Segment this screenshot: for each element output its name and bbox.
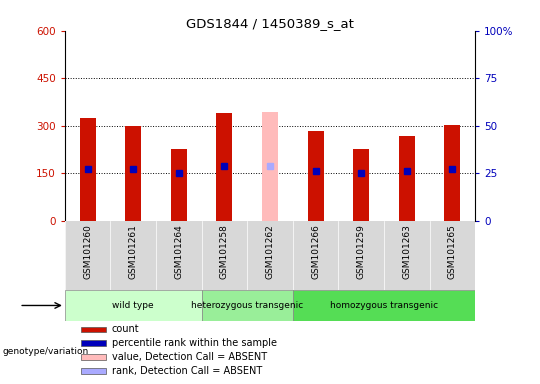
Bar (81, 368, 106, 374)
Bar (353, 149, 369, 221)
Text: rank, Detection Call = ABSENT: rank, Detection Call = ABSENT (112, 366, 262, 376)
Bar (81, 326, 106, 332)
Text: genotype/variation: genotype/variation (3, 347, 89, 356)
Title: GDS1844 / 1450389_s_at: GDS1844 / 1450389_s_at (186, 17, 354, 30)
Text: count: count (112, 324, 140, 334)
Text: GSM101258: GSM101258 (220, 224, 229, 279)
Text: GSM101261: GSM101261 (129, 224, 138, 279)
Bar (81, 354, 106, 360)
Text: GSM101260: GSM101260 (83, 224, 92, 279)
Bar (125, 126, 141, 221)
Bar (65, 290, 201, 321)
Text: GSM101262: GSM101262 (266, 224, 274, 279)
Text: GSM101263: GSM101263 (402, 224, 411, 279)
Bar (308, 131, 323, 221)
Bar (444, 125, 461, 221)
Bar (201, 290, 293, 321)
Bar (399, 136, 415, 221)
Text: value, Detection Call = ABSENT: value, Detection Call = ABSENT (112, 352, 267, 362)
Text: percentile rank within the sample: percentile rank within the sample (112, 338, 277, 348)
Text: GSM101266: GSM101266 (311, 224, 320, 279)
Bar (79, 118, 96, 221)
Bar (217, 113, 232, 221)
Bar (293, 290, 475, 321)
Text: homozygous transgenic: homozygous transgenic (330, 301, 438, 310)
Text: GSM101259: GSM101259 (357, 224, 366, 279)
Text: GSM101264: GSM101264 (174, 224, 183, 279)
Bar (262, 111, 278, 221)
Bar (81, 340, 106, 346)
Text: GSM101265: GSM101265 (448, 224, 457, 279)
Text: wild type: wild type (112, 301, 154, 310)
Text: heterozygous transgenic: heterozygous transgenic (191, 301, 303, 310)
Bar (171, 149, 187, 221)
